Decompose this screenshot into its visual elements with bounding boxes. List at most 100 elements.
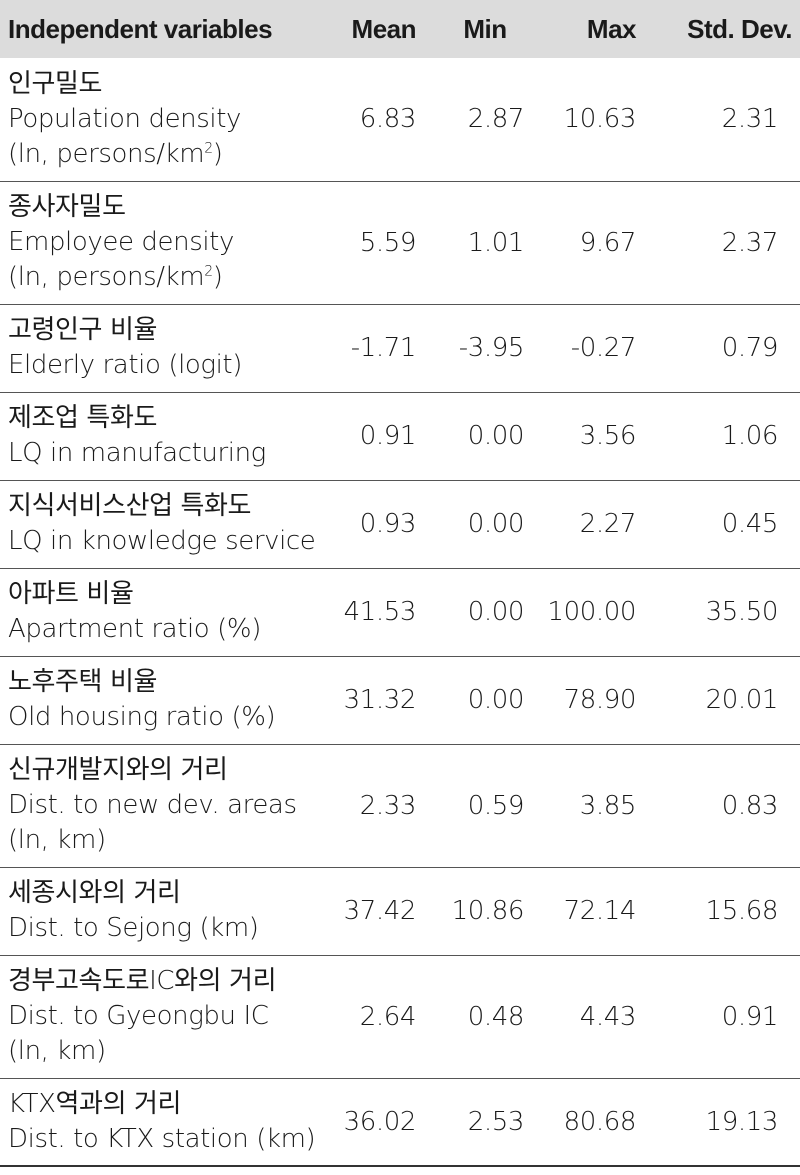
table-row: 아파트 비율 Apartment ratio (%) 41.53 0.00 10… [0, 568, 800, 657]
variable-english-name: Old housing ratio (%) [8, 702, 276, 732]
min-value: 0.00 [420, 480, 528, 569]
std-dev-value: 0.45 [656, 480, 800, 569]
table-row: 종사자밀도 Employee density (ln, persons/km2)… [0, 181, 800, 305]
variable-korean-name: 종사자밀도 [8, 192, 126, 222]
variable-korean-name: 신규개발지와의 거리 [8, 755, 228, 785]
mean-value: 36.02 [322, 1078, 420, 1167]
table-row: 고령인구 비율 Elderly ratio (logit) -1.71 -3.9… [0, 304, 800, 393]
mean-value: 0.91 [322, 392, 420, 481]
unit-superscript: 2 [204, 263, 213, 280]
mean-value: 37.42 [322, 867, 420, 956]
variable-english-name: Dist. to KTX station (km) [8, 1123, 316, 1154]
variable-korean-name: 인구밀도 [8, 68, 103, 99]
mean-value: 5.59 [322, 181, 420, 305]
std-dev-value: 0.83 [656, 744, 800, 868]
max-value: -0.27 [528, 304, 656, 393]
variable-english-name: Dist. to new dev. areas [8, 790, 297, 820]
std-dev-value: 0.91 [656, 955, 800, 1079]
header-independent-variables: Independent variables [8, 13, 273, 44]
min-value: 0.00 [420, 656, 528, 745]
min-value: 10.86 [420, 867, 528, 956]
min-value: 0.00 [420, 392, 528, 481]
header-row: Independent variables Mean Min Max Std. … [0, 0, 800, 58]
table-row: 경부고속도로IC와의 거리 Dist. to Gyeongbu IC (ln, … [0, 955, 800, 1079]
header-min: Min [463, 13, 507, 44]
max-value: 2.27 [528, 480, 656, 569]
variable-unit: (ln, km) [8, 825, 106, 855]
unit-text: (ln, persons/km [8, 138, 205, 169]
variable-korean-name: 아파트 비율 [8, 579, 134, 609]
variable-name-cell: 경부고속도로IC와의 거리 Dist. to Gyeongbu IC (ln, … [0, 955, 322, 1079]
table-row: KTX역과의 거리 Dist. to KTX station (km) 36.0… [0, 1078, 800, 1167]
variable-name-cell: 제조업 특화도 LQ in manufacturing [0, 392, 322, 481]
min-value: 1.01 [420, 181, 528, 305]
table-header: Independent variables Mean Min Max Std. … [0, 0, 800, 58]
variable-name-cell: 인구밀도 Population density (ln, persons/km2… [0, 58, 322, 182]
variable-korean-name: 세종시와의 거리 [8, 878, 181, 908]
mean-value: 31.32 [322, 656, 420, 745]
min-value: 0.48 [420, 955, 528, 1079]
std-dev-value: 19.13 [656, 1078, 800, 1167]
max-value: 10.63 [528, 58, 656, 182]
min-value: -3.95 [420, 304, 528, 393]
variable-unit: (ln, persons/km2) [8, 137, 322, 172]
mean-value: 6.83 [322, 58, 420, 182]
min-value: 2.87 [420, 58, 528, 182]
variable-korean-name: 경부고속도로IC와의 거리 [8, 966, 277, 996]
variable-english-name: Apartment ratio (%) [8, 614, 261, 644]
std-dev-value: 15.68 [656, 867, 800, 956]
variable-english-name: Population density [8, 103, 241, 134]
header-max: Max [586, 13, 637, 44]
variable-name-cell: 지식서비스산업 특화도 LQ in knowledge service [0, 480, 322, 569]
mean-value: 0.93 [322, 480, 420, 569]
variable-unit: (ln, km) [8, 1036, 106, 1066]
table-row: 인구밀도 Population density (ln, persons/km2… [0, 58, 800, 182]
mean-value: 41.53 [322, 568, 420, 657]
unit-close: ) [212, 262, 223, 292]
table-row: 제조업 특화도 LQ in manufacturing 0.91 0.00 3.… [0, 392, 800, 481]
std-dev-value: 20.01 [656, 656, 800, 745]
variable-korean-name: 고령인구 비율 [8, 315, 157, 345]
mean-value: 2.64 [322, 955, 420, 1079]
std-dev-value: 2.31 [656, 58, 800, 182]
mean-value: -1.71 [322, 304, 420, 393]
variable-english-name: LQ in knowledge service [8, 526, 316, 556]
unit-text: (ln, persons/km [8, 262, 205, 292]
max-value: 4.43 [528, 955, 656, 1079]
variable-english-name: Dist. to Gyeongbu IC [8, 1001, 269, 1031]
max-value: 72.14 [528, 867, 656, 956]
variable-korean-name: 제조업 특화도 [8, 403, 157, 433]
table-row: 신규개발지와의 거리 Dist. to new dev. areas (ln, … [0, 744, 800, 868]
variable-english-name: LQ in manufacturing [8, 438, 266, 468]
variable-name-cell: 종사자밀도 Employee density (ln, persons/km2) [0, 181, 322, 305]
std-dev-value: 1.06 [656, 392, 800, 481]
variable-english-name: Dist. to Sejong (km) [8, 913, 259, 943]
mean-value: 2.33 [322, 744, 420, 868]
max-value: 78.90 [528, 656, 656, 745]
table-row: 지식서비스산업 특화도 LQ in knowledge service 0.93… [0, 480, 800, 569]
max-value: 3.56 [528, 392, 656, 481]
variable-korean-name: 지식서비스산업 특화도 [8, 491, 252, 521]
variable-name-cell: 아파트 비율 Apartment ratio (%) [0, 568, 322, 657]
variable-korean-name: 노후주택 비율 [8, 667, 157, 697]
variable-unit: (ln, persons/km2) [8, 260, 322, 295]
max-value: 100.00 [528, 568, 656, 657]
table-row: 세종시와의 거리 Dist. to Sejong (km) 37.42 10.8… [0, 867, 800, 956]
variable-name-cell: KTX역과의 거리 Dist. to KTX station (km) [0, 1078, 322, 1167]
unit-close: ) [212, 138, 223, 169]
header-mean: Mean [351, 13, 417, 44]
min-value: 0.00 [420, 568, 528, 657]
header-std-dev: Std. Dev. [687, 13, 792, 44]
variable-name-cell: 고령인구 비율 Elderly ratio (logit) [0, 304, 322, 393]
std-dev-value: 0.79 [656, 304, 800, 393]
table-body: 인구밀도 Population density (ln, persons/km2… [0, 58, 800, 1167]
variable-english-name: Elderly ratio (logit) [8, 350, 242, 380]
variable-name-cell: 신규개발지와의 거리 Dist. to new dev. areas (ln, … [0, 744, 322, 868]
std-dev-value: 2.37 [656, 181, 800, 305]
min-value: 2.53 [420, 1078, 528, 1167]
min-value: 0.59 [420, 744, 528, 868]
max-value: 9.67 [528, 181, 656, 305]
table-row: 노후주택 비율 Old housing ratio (%) 31.32 0.00… [0, 656, 800, 745]
variable-english-name: Employee density [8, 227, 234, 257]
